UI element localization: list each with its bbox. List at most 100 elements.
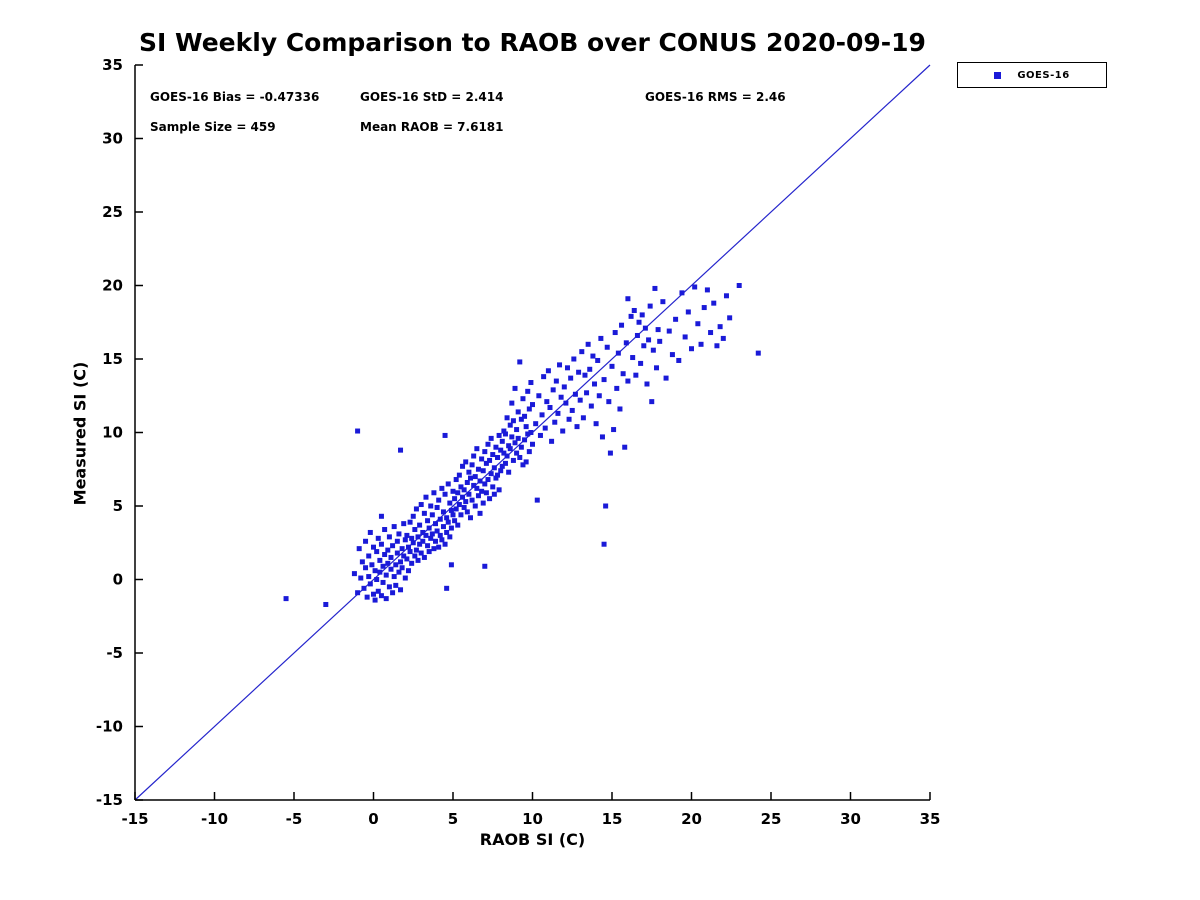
data-point [417,522,423,528]
data-point [676,357,682,363]
data-point [534,497,540,503]
data-point [433,538,439,544]
data-point [390,590,396,596]
legend-label: GOES-16 [1017,69,1070,81]
data-point [537,432,543,438]
data-point [423,532,429,538]
data-point [409,535,415,541]
data-point [372,568,378,574]
data-point [431,490,437,496]
data-point [631,307,637,313]
data-point [380,563,386,569]
data-point [498,447,504,453]
data-point [717,324,723,330]
data-point [593,421,599,427]
stat-sample-size: Sample Size = 459 [150,120,276,134]
data-point [482,449,488,455]
y-tick-label: 10 [102,424,123,442]
data-point [517,359,523,365]
data-point [660,299,666,305]
data-point [448,507,454,513]
data-point [372,597,378,603]
data-point [483,460,489,466]
data-point [587,366,593,372]
data-point [440,509,446,515]
data-point [391,574,397,580]
data-point [547,405,553,411]
data-point [526,406,532,412]
data-point [695,321,701,327]
data-point [487,457,493,463]
data-point [366,574,372,580]
data-point [544,399,550,405]
data-point [507,422,513,428]
data-point [415,534,421,540]
data-point [692,284,698,290]
data-point [367,529,373,535]
data-point [399,546,405,552]
data-point [491,465,497,471]
data-point [566,416,572,422]
data-point [455,522,461,528]
data-point [472,474,478,480]
data-point [410,540,416,546]
data-point [502,431,508,437]
data-point [453,506,459,512]
data-point [607,450,613,456]
data-point [704,287,710,293]
data-point [679,290,685,296]
data-point [579,349,585,355]
data-point [646,337,652,343]
stat-mean-raob: Mean RAOB = 7.6181 [360,120,504,134]
data-point [682,334,688,340]
data-point [506,469,512,475]
y-tick-label: 35 [102,56,123,74]
data-point [442,432,448,438]
data-point [412,553,418,559]
data-point [617,406,623,412]
data-point [654,365,660,371]
data-point [601,541,607,547]
data-point [371,544,376,550]
data-point [523,459,529,465]
x-tick-label: -10 [201,810,228,828]
data-point [755,350,761,356]
data-point [510,418,516,424]
data-point [415,557,421,563]
data-point [423,494,429,500]
data-point [472,503,478,509]
y-tick-label: 0 [113,571,123,589]
data-point [525,431,531,437]
data-point [398,587,404,593]
data-point [474,446,480,452]
y-tick-label: 25 [102,203,123,221]
data-point [374,549,380,555]
data-point [375,588,381,594]
data-point [448,525,454,531]
data-point [433,521,439,527]
data-point [655,327,661,333]
data-point [601,377,607,383]
data-point [520,462,526,468]
data-point [450,512,456,518]
data-point [409,560,415,566]
legend-marker-square-icon [994,71,1002,79]
data-point [429,512,435,518]
data-point [502,460,508,466]
data-point [549,438,555,444]
data-point [404,532,410,538]
data-point [630,355,636,361]
data-point [452,496,458,502]
data-point [442,541,448,547]
data-point [386,584,392,590]
data-point [479,456,485,462]
data-point [412,527,418,533]
data-point [622,444,628,450]
data-point [545,368,551,374]
data-point [356,546,362,552]
data-point [460,463,466,469]
data-point [553,378,559,384]
data-point [396,531,402,537]
data-point [515,435,521,441]
data-point [522,413,528,419]
